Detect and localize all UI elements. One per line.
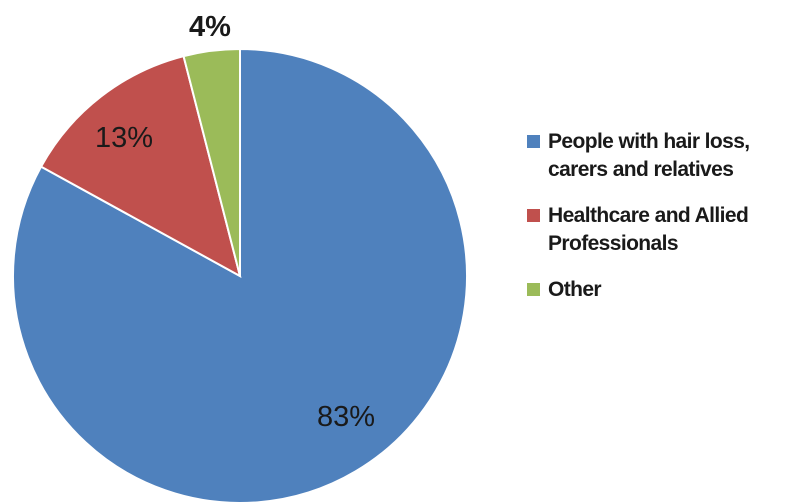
legend-label-healthcare-professionals: Healthcare and Allied Professionals — [548, 204, 749, 255]
legend-item-other: Other — [527, 276, 807, 304]
pie-slices — [12, 47, 468, 504]
data-label-people-with-hair-loss: 83% — [317, 401, 375, 433]
pie-data-labels: 83% 13% 4% — [95, 11, 375, 433]
pie-slice-healthcare-professionals — [39, 54, 242, 278]
data-label-healthcare-professionals: 13% — [95, 122, 153, 154]
legend-label-other: Other — [548, 278, 602, 301]
legend-item-healthcare-professionals: Healthcare and Allied Professionals — [527, 202, 807, 258]
pie-slice-other — [182, 47, 241, 277]
legend-label-people-with-hair-loss: People with hair loss, carers and relati… — [548, 130, 750, 181]
data-label-other: 4% — [189, 11, 231, 43]
legend-swatch-other — [527, 283, 540, 296]
legend-swatch-people-with-hair-loss — [527, 135, 540, 148]
legend: People with hair loss, carers and relati… — [527, 128, 807, 322]
legend-swatch-healthcare-professionals — [527, 209, 540, 222]
legend-item-people-with-hair-loss: People with hair loss, carers and relati… — [527, 128, 807, 184]
